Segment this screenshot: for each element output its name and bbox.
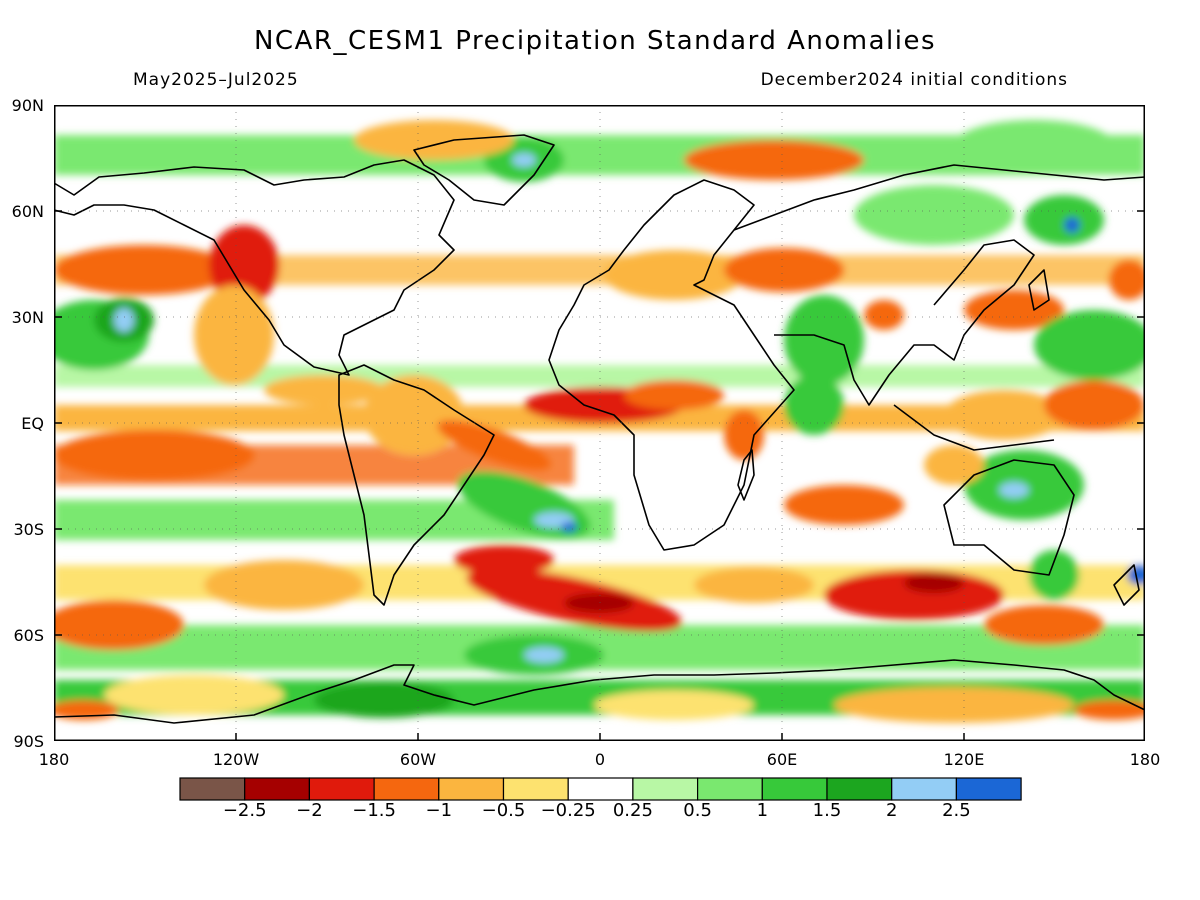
colorbar-swatch — [438, 777, 505, 801]
colorbar-tick-label: −1 — [425, 800, 453, 821]
colorbar-swatch — [179, 777, 246, 801]
colorbar-swatch — [761, 777, 828, 801]
initial-conditions: December2024 initial conditions — [760, 70, 1068, 90]
colorbar-tick-label: 0.5 — [683, 800, 712, 821]
lon-label-0: 0 — [594, 750, 606, 769]
lon-label-60w: 60W — [399, 750, 437, 769]
colorbar-swatch — [244, 777, 310, 801]
lon-label-120e: 120E — [943, 750, 985, 769]
lat-label-60s: 60S — [13, 626, 44, 645]
colorbar-swatch — [826, 777, 893, 801]
coastlines — [54, 134, 1145, 724]
colorbar-swatch — [502, 777, 569, 801]
colorbar-tick-label: −0.5 — [481, 800, 526, 821]
lat-label-eq: EQ — [21, 414, 44, 433]
lon-label-60e: 60E — [766, 750, 798, 769]
lon-label-180w: 180 — [38, 750, 70, 769]
colorbar — [179, 777, 1022, 801]
lat-label-60n: 60N — [11, 202, 44, 221]
colorbar-swatch — [308, 777, 375, 801]
lon-label-120w: 120W — [212, 750, 260, 769]
colorbar-tick-label: −2.5 — [222, 800, 267, 821]
precipitation-anomaly-map — [54, 105, 1145, 741]
colorbar-swatch — [373, 777, 440, 801]
colorbar-tick-label: −2 — [296, 800, 323, 821]
colorbar-swatch — [567, 777, 634, 801]
lon-label-180e: 180 — [1129, 750, 1161, 769]
colorbar-tick-label: 1 — [756, 800, 769, 821]
colorbar-tick-label: 1.5 — [812, 800, 842, 821]
lat-label-30s: 30S — [13, 520, 44, 539]
colorbar-swatch — [955, 777, 1022, 801]
anomaly-field — [54, 120, 1145, 723]
map-title: NCAR_CESM1 Precipitation Standard Anomal… — [253, 26, 937, 56]
lat-label-30n: 30N — [11, 308, 44, 327]
colorbar-tick-label: 2.5 — [942, 800, 971, 821]
colorbar-tick-label: 2 — [885, 800, 898, 821]
colorbar-swatch — [891, 777, 958, 801]
lat-label-90n: 90N — [11, 96, 44, 115]
forecast-period: May2025–Jul2025 — [133, 70, 299, 90]
colorbar-swatch — [632, 777, 699, 801]
colorbar-tick-label: −0.25 — [540, 800, 596, 821]
lat-label-90s: 90S — [13, 732, 44, 751]
colorbar-swatch — [696, 777, 763, 801]
colorbar-tick-label: −1.5 — [352, 800, 396, 821]
colorbar-tick-label: 0.25 — [612, 800, 653, 821]
axis-ticks — [54, 210, 1145, 741]
